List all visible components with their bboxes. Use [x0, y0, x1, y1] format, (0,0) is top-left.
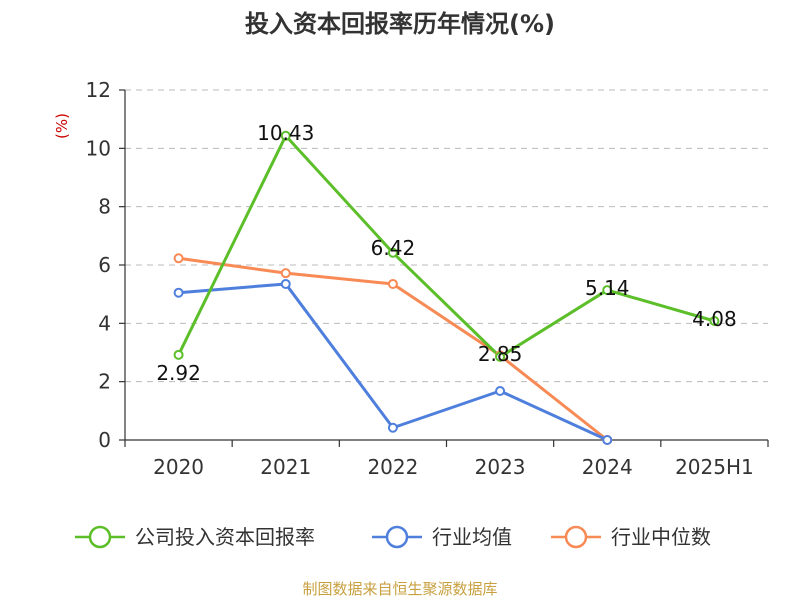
data-label: 4.08: [692, 307, 737, 331]
data-point: [495, 386, 506, 396]
x-tick-label: 2021: [260, 455, 311, 479]
x-ticks: 2020 2021 2022 2023 2024 2025H1: [124, 440, 769, 479]
y-tick-label: 8: [98, 195, 111, 219]
legend-marker-1: [385, 525, 409, 549]
data-point: [280, 278, 291, 289]
data-point: [173, 349, 184, 360]
data-point: [387, 422, 398, 433]
legend-label-2: 行业中位数: [611, 525, 711, 549]
data-point: [387, 247, 398, 258]
y-tick-label: 12: [86, 78, 111, 102]
gridlines: [125, 89, 768, 383]
data-point: [280, 268, 291, 279]
data-point: [173, 287, 184, 298]
series-line-1: [178, 282, 608, 442]
data-label: 2.92: [156, 361, 201, 385]
x-tick-label: 2022: [367, 455, 418, 479]
data-point: [173, 253, 184, 264]
data-point: [709, 316, 720, 326]
series-line-0: [177, 134, 715, 359]
y-tick-label: 10: [86, 136, 111, 160]
data-label: 6.42: [371, 236, 416, 260]
x-tick-label: 2023: [475, 455, 526, 479]
data-point: [602, 285, 613, 296]
data-label: 2.85: [478, 342, 523, 366]
legend-marker-2: [564, 525, 588, 549]
data-label: 10.43: [257, 121, 314, 145]
x-tick-label: 2020: [153, 455, 204, 479]
legend: 公司投入资本回报率 行业均值 行业中位数: [75, 525, 711, 549]
x-tick-label: 2024: [582, 455, 633, 479]
y-ticks: 0 2 4 6 8 10 12: [86, 78, 125, 452]
y-tick-label: 6: [98, 253, 111, 277]
chart-title: 投入资本回报率历年情况(%): [245, 10, 555, 38]
y-axis-unit-label: (%): [53, 113, 71, 139]
data-point: [495, 351, 506, 362]
y-tick-label: 0: [98, 428, 111, 452]
legend-label-0: 公司投入资本回报率: [135, 525, 315, 549]
data-point: [280, 130, 291, 141]
source-note: 制图数据来自恒生聚源数据库: [302, 580, 497, 598]
data-label: 5.14: [585, 276, 630, 300]
series-layer: [173, 130, 720, 445]
data-point: [387, 278, 398, 289]
x-tick-label: 2025H1: [675, 455, 754, 479]
data-labels: 2.92 10.43 6.42 2.85 5.14 4.08: [156, 121, 736, 385]
y-tick-label: 2: [98, 370, 111, 394]
y-tick-label: 4: [98, 311, 111, 335]
legend-marker-0: [88, 525, 112, 549]
legend-label-1: 行业均值: [432, 525, 512, 549]
data-point: [602, 435, 613, 445]
